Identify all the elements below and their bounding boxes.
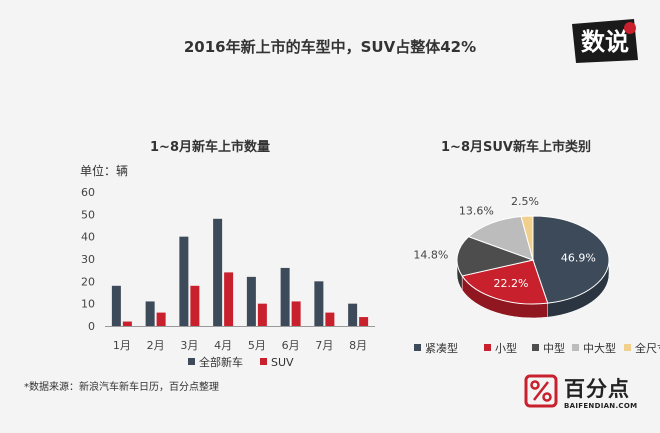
pie-slice [532,215,610,304]
pie-slice [461,259,549,305]
bar [111,285,121,326]
legend-swatch [188,358,195,365]
pie-legend-label: 中型 [543,341,565,355]
pie-data-label: 46.9% [561,251,596,264]
bar [213,218,223,326]
y-tick-label: 40 [81,231,95,244]
y-tick-label: 20 [81,275,95,288]
data-source-footnote: *数据来源：新浪汽车新车日历，百分点整理 [24,382,219,393]
legend-label: 全部新车 [199,355,243,369]
pie-legend-label: 全尺寸 [635,341,660,355]
bar [246,276,256,326]
pie-slice-side [461,275,548,319]
pie-slice [520,215,534,261]
pie-chart-title: 1~8月SUV新车上市类别 [441,140,591,155]
y-tick-label: 60 [81,186,95,199]
bar-chart-title: 1~8月新车上市数量 [150,140,270,155]
bar [257,303,267,326]
bar [325,312,335,326]
x-tick-label: 7月 [315,339,333,352]
x-tick-label: 5月 [248,339,266,352]
x-tick-label: 1月 [113,339,131,352]
logo-text: 数说 [581,28,629,56]
brand-url: BAIFENDIAN.COM [564,402,638,410]
percent-logo-icon [524,374,558,408]
pie-slice [456,236,535,277]
pie-legend-swatch [414,344,421,351]
bar [224,272,234,326]
x-tick-label: 6月 [282,339,300,352]
bar [359,317,369,326]
baifendian-brand: 百分点 BAIFENDIAN.COM [524,372,637,416]
y-tick-label: 10 [81,298,95,311]
x-tick-label: 3月 [180,339,198,352]
y-tick-label: 30 [81,253,95,266]
y-tick-label: 50 [81,208,95,221]
shushuo-logo-graphic: 数说 [572,19,638,63]
bar [190,285,200,326]
y-tick-label: 0 [88,320,95,333]
bar [291,301,301,326]
x-tick-label: 4月 [214,339,232,352]
shushuo-logo: 数说 [568,16,640,66]
brand-name: 百分点 [564,377,630,401]
x-tick-label: 8月 [349,339,367,352]
pie-legend-label: 小型 [495,341,517,355]
page-title: 2016年新上市的车型中，SUV占整体42% [183,38,477,56]
pie-legend-swatch [484,344,491,351]
pie-slice-side [456,259,463,291]
pie-legend-label: 中大型 [583,341,616,355]
x-tick-label: 2月 [147,339,165,352]
pie-legend-swatch [572,344,579,351]
pie-slice [467,216,534,261]
pie-data-label: 2.5% [511,195,539,208]
legend-label: SUV [271,356,294,369]
pie-data-label: 14.8% [413,248,448,261]
legend-swatch [260,358,267,365]
bar [348,303,358,326]
bar [145,301,155,326]
bar [314,281,324,326]
bar [179,236,189,326]
pie-legend-label: 紧凑型 [425,341,458,355]
bar-chart-unit-label: 单位：辆 [80,164,129,178]
pie-slice-side [547,259,610,318]
pie-legend-swatch [532,344,539,351]
pie-data-label: 13.6% [459,204,494,217]
bar [122,321,132,326]
bar [156,312,166,326]
pie-data-label: 22.2% [494,277,529,290]
pie-legend-swatch [624,344,631,351]
bar [280,267,290,326]
